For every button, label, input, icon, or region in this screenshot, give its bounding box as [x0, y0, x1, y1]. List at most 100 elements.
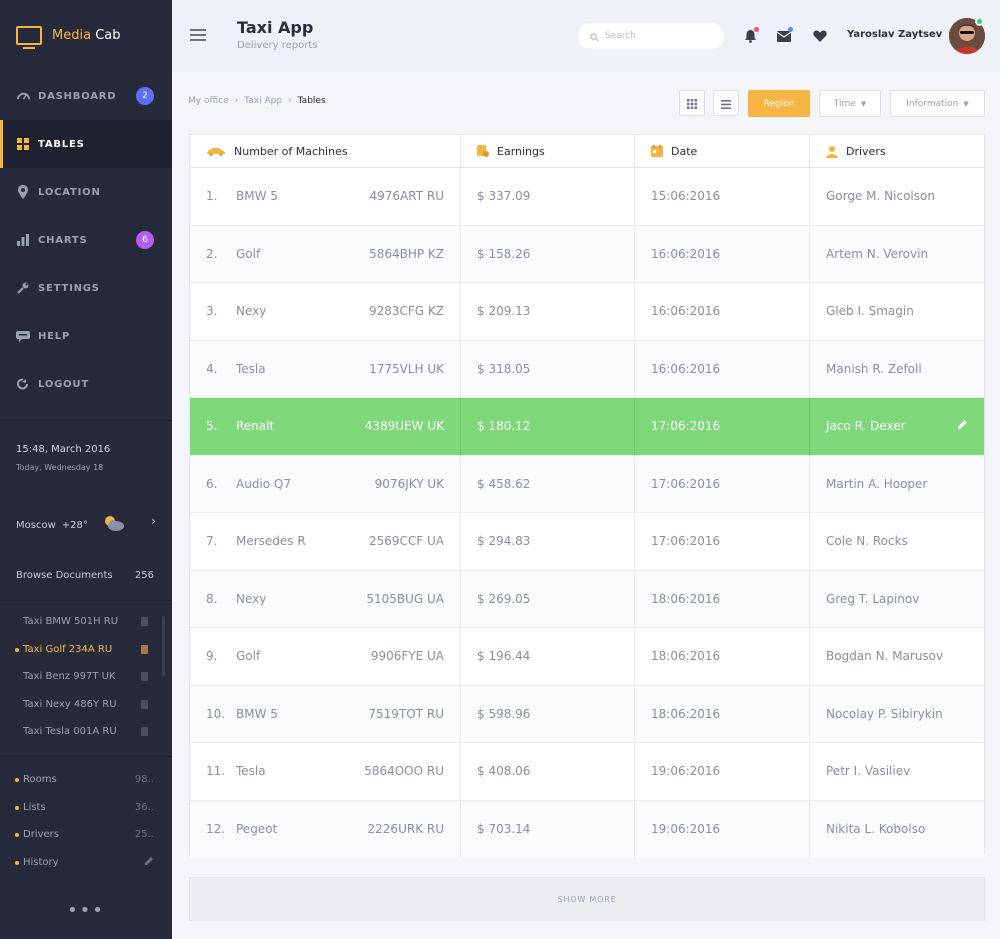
help-icon	[16, 329, 30, 343]
trash-icon[interactable]	[141, 672, 148, 681]
table-row[interactable]: 11. Tesla 5864OOO RU $ 408.06 19:06:2016 P…	[190, 743, 984, 801]
chevron-right-icon[interactable]: ›	[151, 514, 156, 528]
search-box[interactable]	[578, 23, 724, 49]
earnings-cell: $ 196.44	[461, 628, 635, 685]
table-row[interactable]: 10. BMW 5 7519TOT RU $ 598.96 18:06:2016 N…	[190, 685, 984, 743]
table-row[interactable]: 4. Tesla 1775VLH UK $ 318.05 16:06:2016 Ma…	[190, 340, 984, 398]
table-row[interactable]: 6. Audio Q7 9076JKY UK $ 458.62 17:06:2016…	[190, 455, 984, 513]
browse-documents[interactable]: Browse Documents 256	[16, 570, 154, 581]
earnings-cell: $ 269.05	[461, 570, 635, 627]
table-row[interactable]: 8. Nexy 5105BUG UA $ 269.05 18:06:2016 Gre…	[190, 570, 984, 628]
machine-cell: 3. Nexy 9283CFG KZ	[190, 283, 461, 340]
table-header: Number of Machines Earnings Date Drivers	[190, 135, 984, 168]
machine-cell: 4. Tesla 1775VLH UK	[190, 340, 461, 397]
table-row[interactable]: 3. Nexy 9283CFG KZ $ 209.13 16:06:2016 Gle…	[190, 283, 984, 341]
stat-item-rooms[interactable]: Rooms 98..	[0, 766, 172, 794]
earnings-cell: $ 598.96	[461, 685, 635, 742]
license-plate: 4976ART RU	[369, 189, 444, 204]
trash-icon[interactable]	[141, 644, 148, 654]
driver-cell: Manish R. Zefoll	[826, 361, 922, 376]
earnings-cell: $ 294.83	[461, 513, 635, 570]
driver-icon	[826, 145, 838, 158]
location-pin-icon	[16, 185, 30, 199]
show-more-button[interactable]: SHOW MORE	[189, 877, 985, 921]
column-header-date[interactable]: Date	[635, 135, 810, 167]
license-plate: 5864OOO RU	[364, 764, 444, 779]
stat-item-drivers[interactable]: Drivers 25..	[0, 821, 172, 849]
avatar[interactable]	[949, 18, 985, 54]
weather-widget[interactable]: Moscow +28° ›	[16, 514, 156, 536]
row-number: 5.	[206, 419, 218, 434]
stat-item-lists[interactable]: Lists 36..	[0, 794, 172, 822]
time-filter-label: Time	[833, 98, 856, 109]
machine-cell: 6. Audio Q7 9076JKY UK	[190, 455, 461, 512]
driver-cell: Artem N. Verovin	[826, 246, 929, 261]
column-header-drivers[interactable]: Drivers	[810, 135, 984, 167]
license-plate: 9283CFG KZ	[368, 304, 444, 319]
scrollbar[interactable]	[162, 616, 165, 676]
row-number: 12.	[206, 822, 226, 837]
more-options-icon[interactable]: •••	[67, 900, 105, 921]
license-plate: 4389UEW UK	[364, 419, 444, 434]
table-row-selected[interactable]: 5. Renalt 4389UEW UK $ 180.12 17:06:2016 J…	[190, 398, 984, 456]
trash-icon[interactable]	[141, 727, 148, 736]
machine-cell: 8. Nexy 5105BUG UA	[190, 570, 461, 627]
time-filter-dropdown[interactable]: Time ▼	[819, 90, 881, 117]
taxi-list-label: Taxi Benz 997T UK	[23, 671, 116, 683]
license-plate: 7519TOT RU	[368, 706, 444, 721]
region-filter-button[interactable]: Region	[748, 90, 810, 117]
logo[interactable]: Media Cab	[16, 26, 120, 49]
table-row[interactable]: 2. Golf 5864BHP KZ $ 158.26 16:06:2016 Art…	[190, 225, 984, 283]
stat-item-history[interactable]: History	[0, 849, 172, 877]
notification-dot	[754, 27, 759, 32]
car-model: Nexy	[236, 591, 267, 606]
grid-view-button[interactable]	[679, 90, 705, 116]
stats-list: Rooms 98.. Lists 36.. Drivers 25.. Histo…	[0, 766, 172, 876]
row-number: 7.	[206, 534, 218, 549]
notification-badge: 6	[136, 231, 154, 249]
taxi-list-item[interactable]: Taxi BMW 501H RU	[0, 608, 172, 636]
coins-icon	[477, 145, 489, 157]
sidebar-item-help[interactable]: HELP	[0, 312, 172, 360]
edit-pencil-icon[interactable]	[957, 419, 968, 433]
sidebar-item-location[interactable]: LOCATION	[0, 168, 172, 216]
breadcrumb-item[interactable]: My office	[188, 96, 229, 106]
weather-temp: +28°	[61, 519, 88, 531]
sidebar-item-dashboard[interactable]: DASHBOARD 2	[0, 72, 172, 120]
stat-value: 25..	[134, 829, 154, 841]
mail-icon[interactable]	[776, 27, 793, 44]
table-row[interactable]: 1. BMW 5 4976ART RU $ 337.09 15:06:2016 Go…	[190, 168, 984, 226]
grid-icon	[687, 94, 697, 113]
car-icon	[206, 147, 226, 156]
chevron-down-icon: ▼	[963, 99, 969, 108]
taxi-list-item[interactable]: Taxi Tesla 001A RU	[0, 718, 172, 746]
search-input[interactable]	[605, 31, 715, 41]
list-view-button[interactable]	[713, 90, 739, 116]
hamburger-menu-icon[interactable]	[190, 29, 206, 41]
column-header-machines[interactable]: Number of Machines	[190, 135, 461, 167]
sidebar-nav: DASHBOARD 2 TABLES LOCATION CHARTS 6	[0, 72, 172, 408]
trash-icon[interactable]	[141, 699, 148, 709]
table-row[interactable]: 9. Golf 9906FYE UA $ 196.44 18:06:2016 Bog…	[190, 628, 984, 686]
sidebar-item-charts[interactable]: CHARTS 6	[0, 216, 172, 264]
taxi-list: Taxi BMW 501H RU Taxi Golf 234A RU Taxi …	[0, 608, 172, 746]
taxi-list-item[interactable]: Taxi Nexy 486Y RU	[0, 691, 172, 719]
trash-icon[interactable]	[141, 617, 148, 626]
sidebar-item-settings[interactable]: SETTINGS	[0, 264, 172, 312]
heart-icon[interactable]	[812, 28, 828, 44]
pencil-icon[interactable]	[144, 856, 154, 869]
information-filter-dropdown[interactable]: Information ▼	[890, 90, 985, 117]
sidebar-item-label: LOGOUT	[38, 378, 89, 390]
sidebar-item-tables[interactable]: TABLES	[0, 120, 172, 168]
table-row[interactable]: 7. Mersedes R 2569CCF UA $ 294.83 17:06:20…	[190, 513, 984, 571]
user-menu[interactable]: Yaroslav Zaytsev ▼	[847, 29, 955, 40]
table-row[interactable]: 12. Pegeot 2226URK RU $ 703.14 19:06:2016 …	[190, 800, 984, 858]
sidebar-item-label: DASHBOARD	[38, 90, 117, 102]
notifications-bell-icon[interactable]	[742, 27, 759, 44]
breadcrumb-item[interactable]: Taxi App	[244, 96, 283, 106]
column-header-earnings[interactable]: Earnings	[461, 135, 635, 167]
taxi-list-item[interactable]: Taxi Golf 234A RU	[0, 636, 172, 664]
sidebar-item-logout[interactable]: LOGOUT	[0, 360, 172, 408]
taxi-list-item[interactable]: Taxi Benz 997T UK	[0, 663, 172, 691]
column-header-label: Earnings	[497, 144, 545, 158]
